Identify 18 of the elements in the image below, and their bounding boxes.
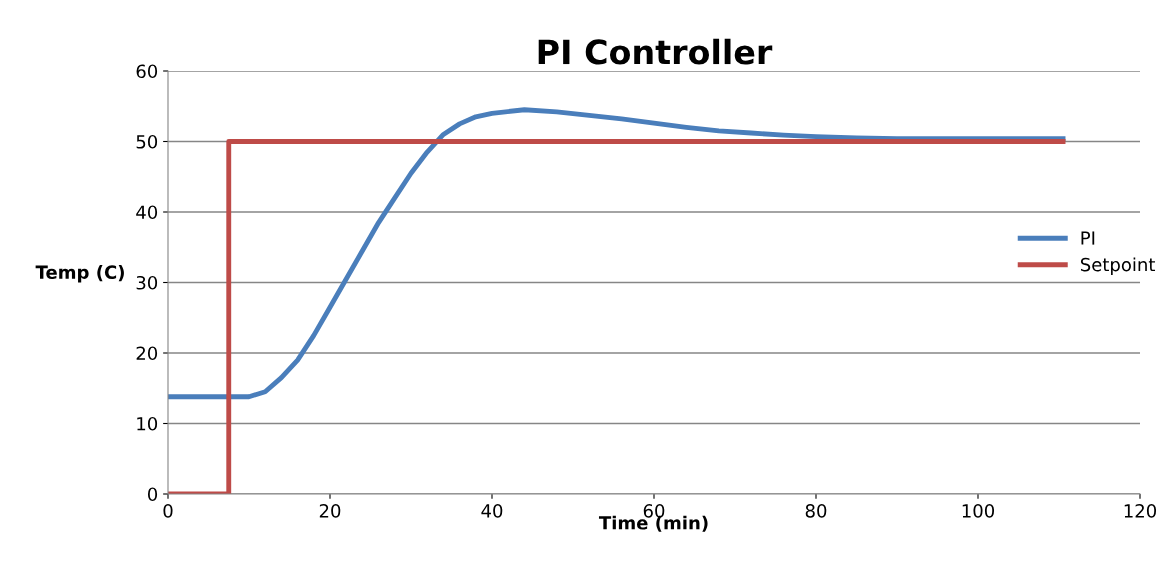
- x-tick-label: 0: [163, 504, 173, 518]
- legend-label: Setpoint: [1080, 257, 1156, 275]
- x-tick-label: 80: [805, 504, 827, 518]
- legend-label: PI: [1081, 231, 1095, 245]
- y-tick-label: 40: [136, 205, 158, 220]
- x-tick-label: 120: [1124, 504, 1157, 518]
- x-tick-label: 100: [962, 504, 995, 518]
- x-tick-label: 20: [319, 504, 341, 518]
- y-tick-label: 20: [136, 346, 158, 361]
- y-axis-title: Temp (C): [35, 265, 124, 283]
- chart-title: PI Controller: [538, 38, 773, 65]
- line-series: [168, 107, 1066, 400]
- y-tick-label: 30: [136, 275, 158, 290]
- y-tick-label: 10: [137, 416, 158, 431]
- y-tick-label: 0: [147, 487, 158, 502]
- x-tick-label: 40: [481, 504, 503, 518]
- y-tick-label: 60: [136, 64, 158, 79]
- y-tick-label: 50: [136, 134, 158, 149]
